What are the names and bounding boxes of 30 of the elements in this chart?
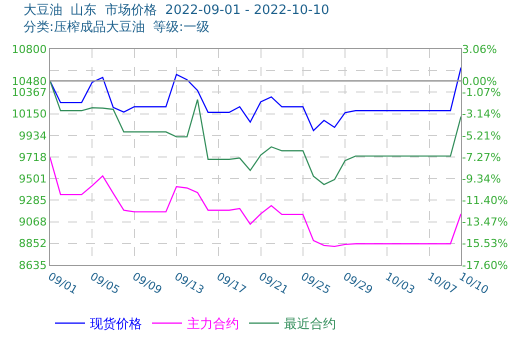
line-series bbox=[50, 80, 461, 186]
y2-tick-label: -9.34% bbox=[462, 172, 501, 186]
y2-tick-label: -13.47% bbox=[462, 216, 508, 229]
y-tick-label: 10367 bbox=[12, 86, 47, 100]
legend-label: 最近合约 bbox=[284, 317, 336, 332]
y2-tick-label: -15.53% bbox=[462, 237, 508, 250]
y-tick-label: 9068 bbox=[18, 216, 47, 229]
y-tick-label: 8852 bbox=[18, 237, 47, 250]
y-tick-label: 9285 bbox=[18, 194, 47, 207]
y-tick-label: 9501 bbox=[18, 172, 47, 186]
y2-tick-label: -7.27% bbox=[462, 150, 501, 164]
y2-tick-label: 3.06% bbox=[462, 42, 497, 56]
y-tick-label: 10150 bbox=[12, 108, 47, 121]
y-tick-label: 9934 bbox=[18, 129, 47, 142]
y2-tick-label: -5.21% bbox=[462, 129, 501, 142]
y-tick-label: 9718 bbox=[18, 150, 47, 164]
y-tick-label: 10800 bbox=[12, 42, 47, 56]
legend-label: 现货价格 bbox=[90, 317, 142, 332]
chart-subtitle: 分类:压榨成品大豆油 等级:一级 bbox=[23, 20, 210, 35]
y-tick-label: 8635 bbox=[18, 258, 47, 272]
line-series bbox=[50, 66, 461, 132]
y2-tick-label: -17.60% bbox=[462, 258, 508, 272]
legend-label: 主力合约 bbox=[187, 316, 239, 332]
y-tick-label: 10480 bbox=[12, 74, 47, 88]
chart-title: 大豆油 山东 市场价格 2022-09-01 - 2022-10-10 bbox=[23, 3, 330, 18]
y2-tick-label: -1.07% bbox=[462, 86, 501, 100]
y2-tick-label: -3.14% bbox=[462, 108, 501, 121]
line-series bbox=[50, 156, 461, 248]
y2-tick-label: 0.00% bbox=[462, 74, 497, 88]
y2-tick-label: -11.40% bbox=[462, 194, 508, 208]
